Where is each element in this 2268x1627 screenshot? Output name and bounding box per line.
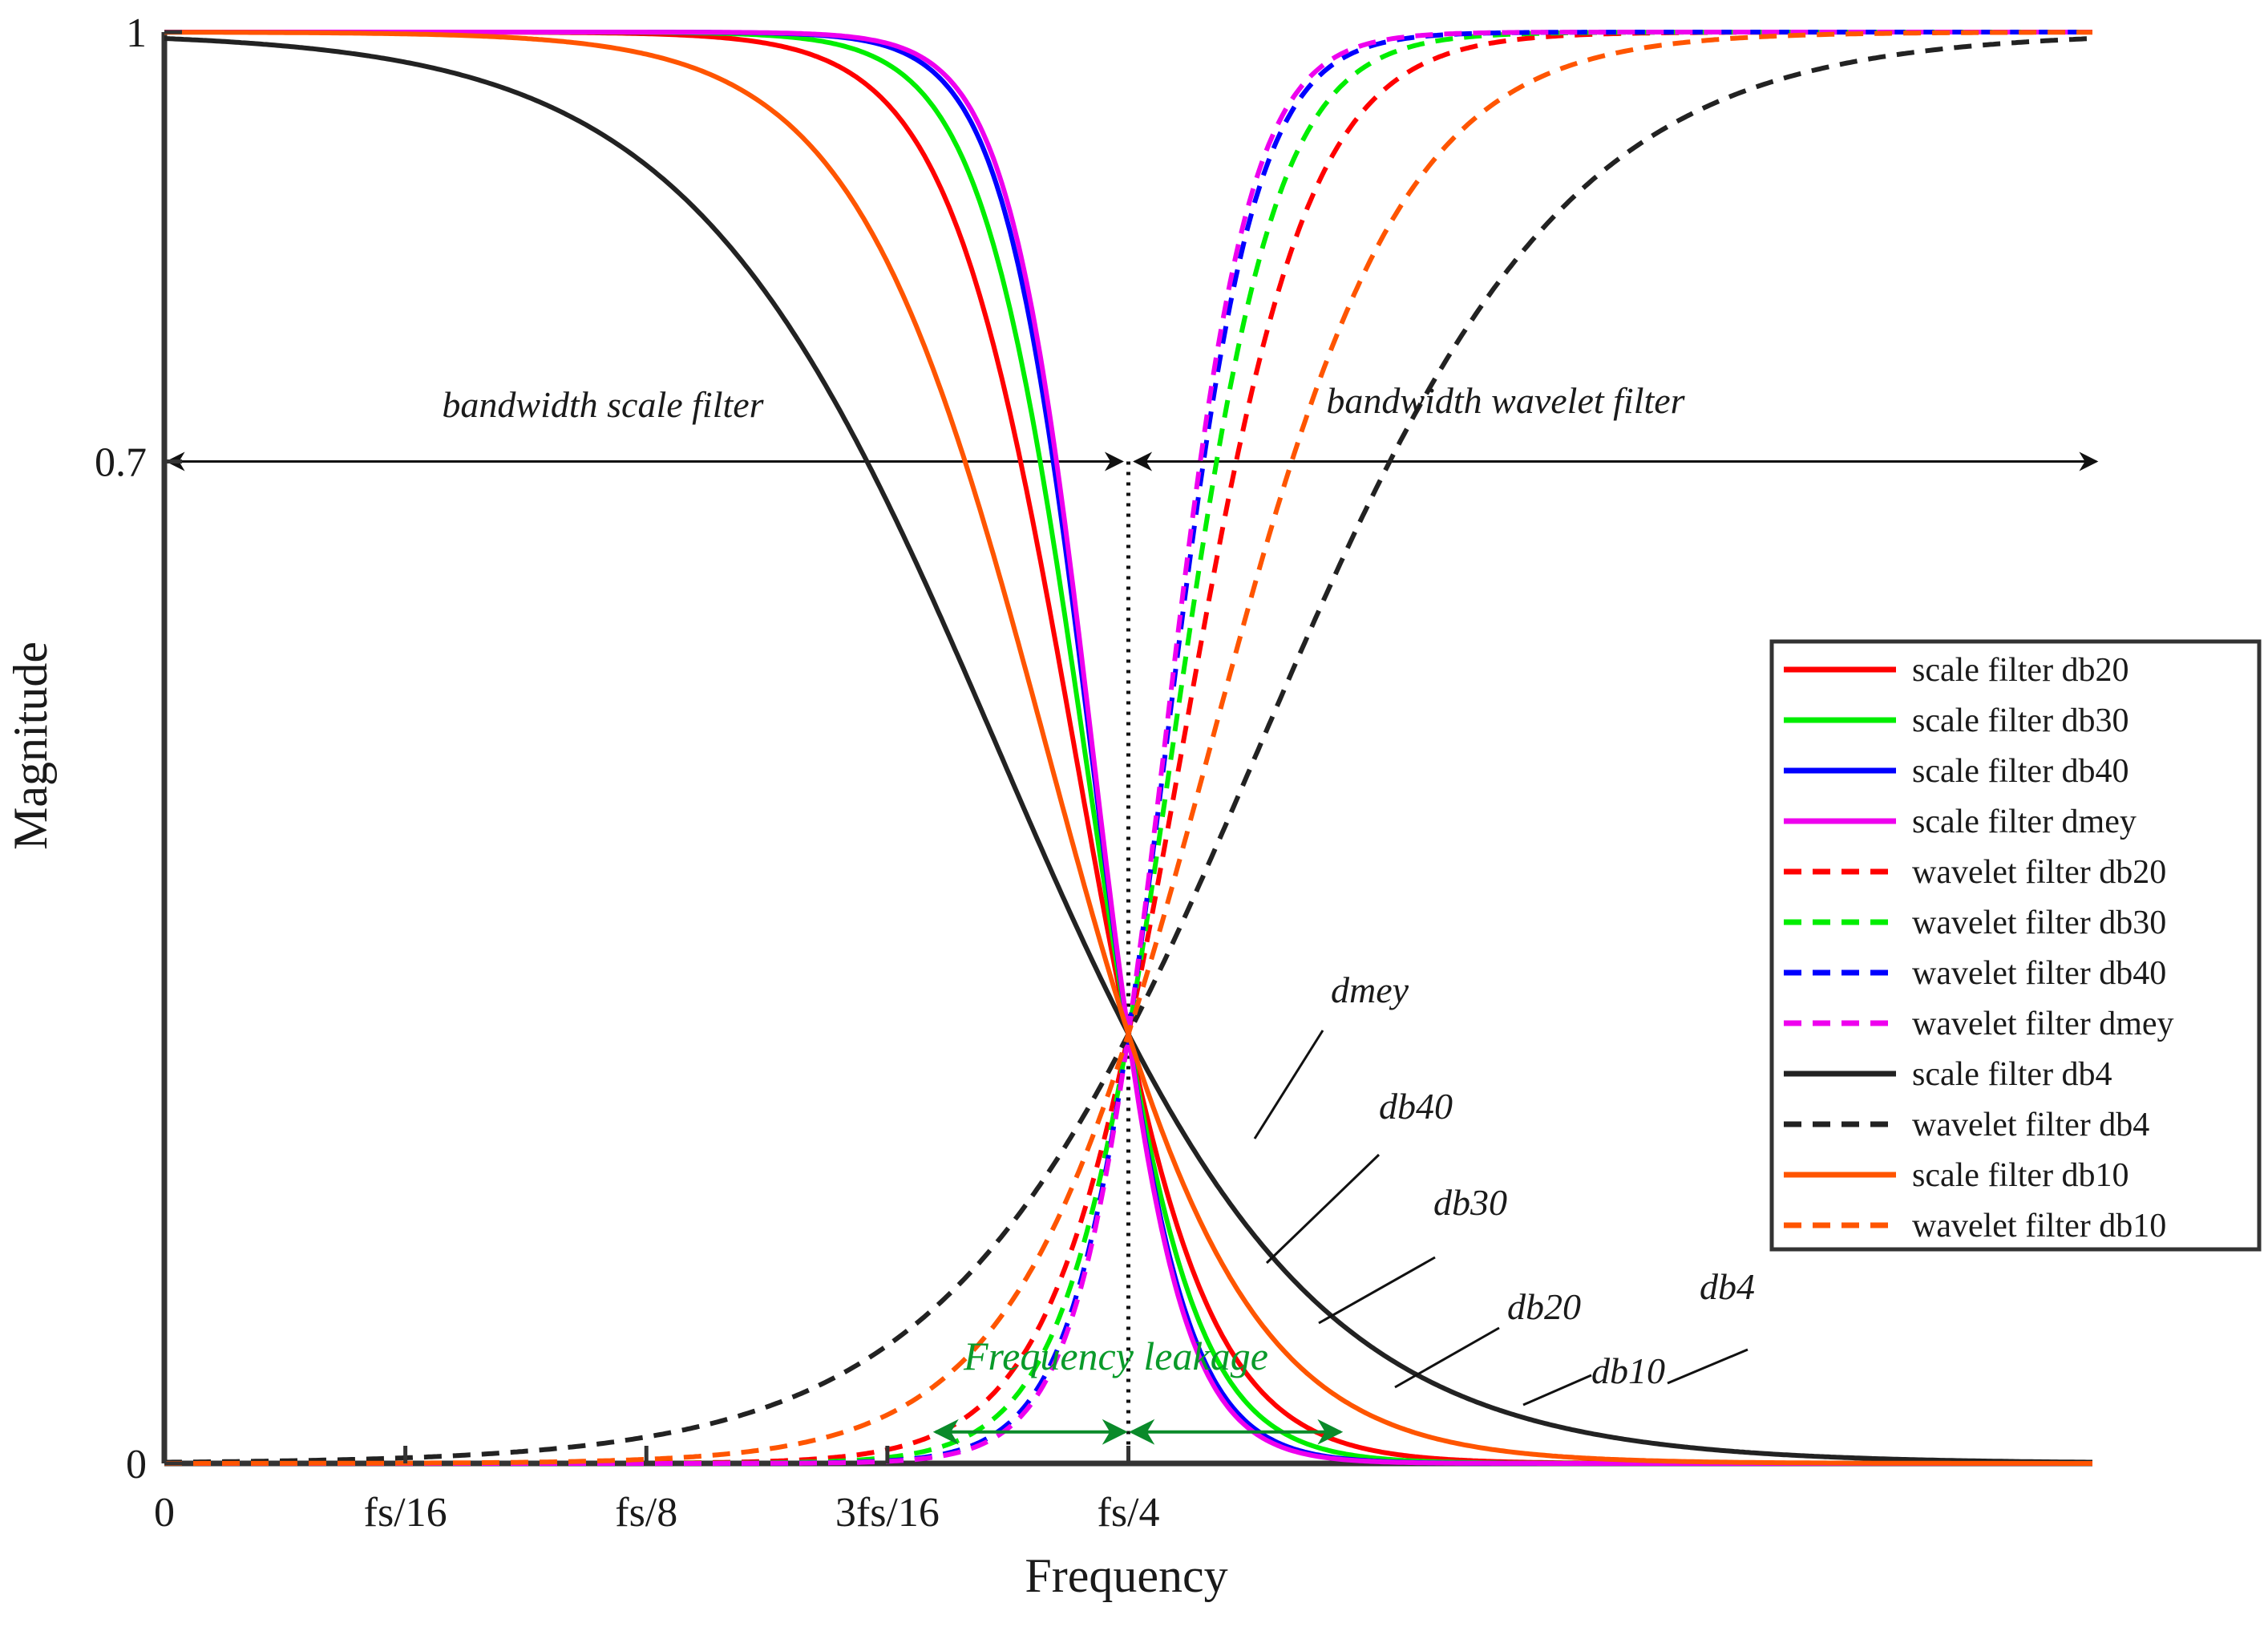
legend: scale filter db20 scale filter db30 scale … (1769, 639, 2262, 1252)
x-axis-title: Frequency (1025, 1549, 1227, 1602)
legend-box (1769, 639, 2262, 1252)
series-wavelet-filter-db10 (164, 30, 2092, 1466)
legend-label: scale filter db30 (1912, 702, 2129, 739)
x-tick-label: fs/16 (364, 1490, 447, 1536)
legend-label: wavelet filter db40 (1912, 955, 2166, 992)
curve-label-leader (1318, 1256, 1436, 1325)
legend-label: scale filter db4 (1912, 1056, 2112, 1093)
legend-label: wavelet filter db10 (1912, 1208, 2166, 1245)
bandwidth-scale-label: bandwidth scale filter (442, 384, 764, 425)
curve-label-db4: db4 (1700, 1266, 1755, 1307)
legend-label: wavelet filter db20 (1912, 854, 2166, 891)
curve-label-leader (1667, 1348, 1749, 1385)
y-ticks: 00.71 (95, 10, 182, 1487)
bandwidth-wavelet-label: bandwidth wavelet filter (1326, 380, 1685, 421)
x-tick-label: fs/4 (1098, 1490, 1160, 1536)
y-tick-label: 0 (126, 1442, 147, 1487)
series-group (164, 30, 2093, 1466)
legend-label: wavelet filter db30 (1912, 905, 2166, 941)
curve-label-leader (1394, 1326, 1500, 1389)
legend-label: wavelet filter db4 (1912, 1107, 2149, 1143)
y-tick-label: 1 (126, 10, 147, 56)
curve-label-leader (1265, 1153, 1381, 1265)
legend-items: scale filter db20 scale filter db30 scale … (1784, 652, 2174, 1245)
curve-label-db30: db30 (1433, 1182, 1507, 1223)
legend-label: scale filter dmey (1912, 803, 2137, 840)
y-axis-title: Magnitude (4, 641, 57, 850)
x-tick-label: fs/8 (615, 1490, 677, 1536)
y-tick-label: 0.7 (95, 440, 147, 486)
curve-label-leader (1253, 1030, 1324, 1139)
curve-label-db10: db10 (1591, 1350, 1665, 1391)
x-tick-label: 3fs/16 (835, 1490, 940, 1536)
curve-label-db20: db20 (1507, 1286, 1581, 1327)
legend-label: scale filter db10 (1912, 1157, 2129, 1194)
legend-label: scale filter db40 (1912, 753, 2129, 790)
x-tick-label: 0 (154, 1490, 175, 1536)
curve-label-dmey: dmey (1331, 969, 1409, 1010)
curve-label-db40: db40 (1379, 1086, 1453, 1127)
x-ticks: 0 fs/16 fs/8 3fs/16 fs/4 (154, 1446, 1160, 1536)
frequency-leakage-label: Frequency leakage (963, 1334, 1268, 1378)
legend-label: scale filter db20 (1912, 652, 2129, 689)
legend-label: wavelet filter dmey (1912, 1006, 2174, 1042)
curve-label-leader (1522, 1374, 1592, 1406)
